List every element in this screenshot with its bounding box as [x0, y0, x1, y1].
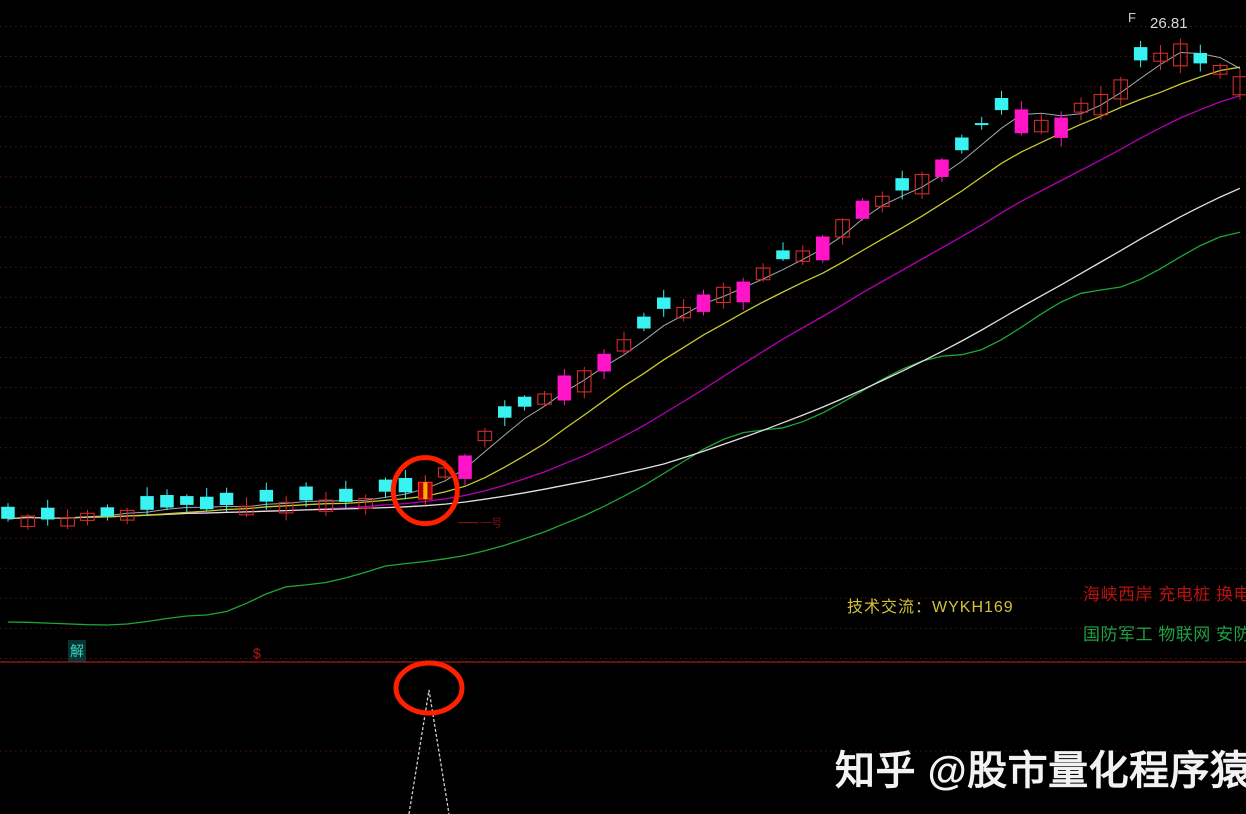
svg-text:26.81: 26.81 — [1150, 15, 1188, 32]
svg-text:一号: 一号 — [480, 517, 502, 530]
svg-text:F: F — [1128, 10, 1136, 25]
